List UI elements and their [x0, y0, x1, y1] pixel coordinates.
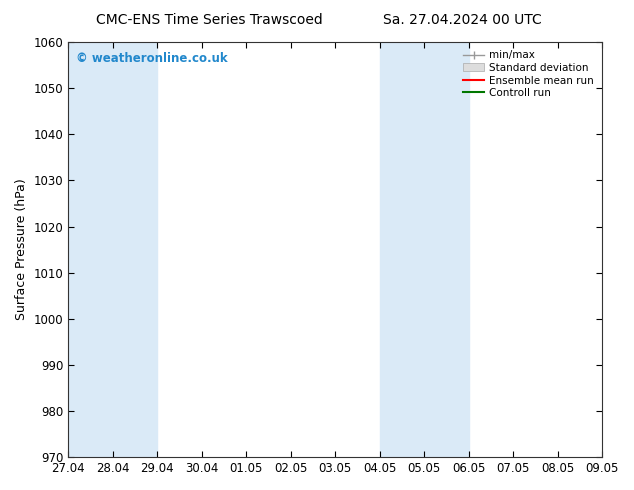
- Text: CMC-ENS Time Series Trawscoed: CMC-ENS Time Series Trawscoed: [96, 13, 323, 27]
- Bar: [68, 42, 157, 457]
- Text: Sa. 27.04.2024 00 UTC: Sa. 27.04.2024 00 UTC: [384, 13, 542, 27]
- Text: © weatheronline.co.uk: © weatheronline.co.uk: [76, 52, 228, 66]
- Bar: [380, 42, 469, 457]
- Y-axis label: Surface Pressure (hPa): Surface Pressure (hPa): [15, 179, 28, 320]
- Legend: min/max, Standard deviation, Ensemble mean run, Controll run: min/max, Standard deviation, Ensemble me…: [460, 47, 597, 101]
